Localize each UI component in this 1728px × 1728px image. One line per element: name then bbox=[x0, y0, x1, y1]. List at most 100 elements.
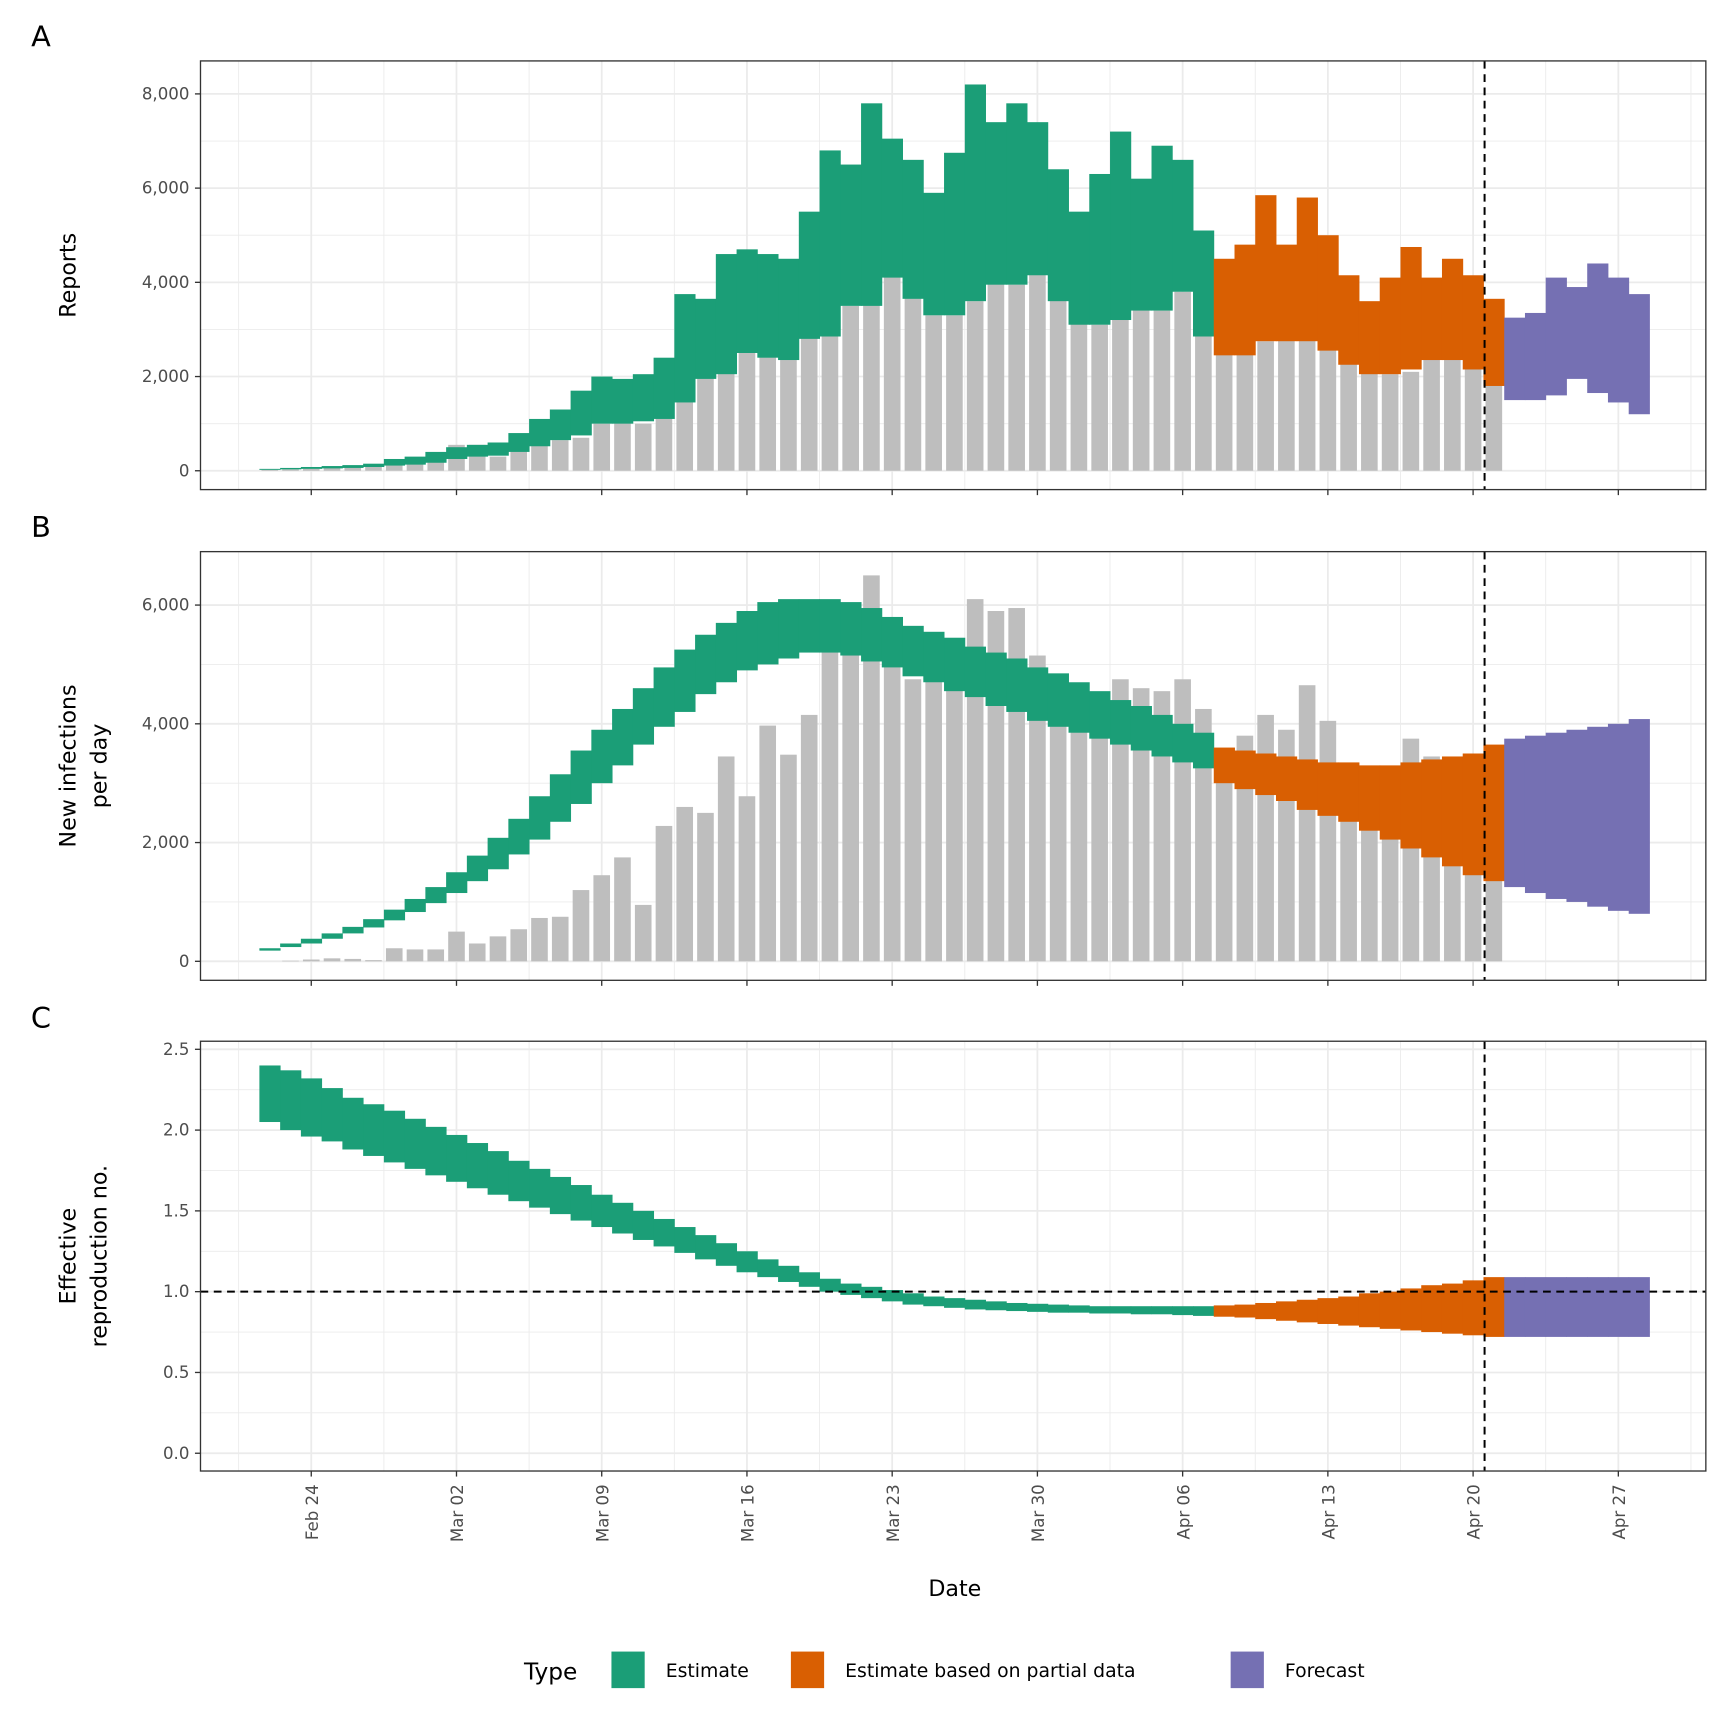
reported-bar bbox=[987, 258, 1005, 471]
reported-bar bbox=[1236, 735, 1254, 962]
estimate-band bbox=[508, 818, 530, 855]
estimate-band bbox=[1358, 1293, 1381, 1328]
estimate-band bbox=[259, 948, 281, 951]
estimate-band bbox=[1027, 1303, 1049, 1312]
estimate-band bbox=[715, 622, 738, 683]
reported-bar bbox=[717, 352, 735, 471]
panel-letter: A bbox=[31, 20, 51, 54]
estimate-band bbox=[1504, 738, 1526, 888]
estimate-band bbox=[1566, 729, 1588, 902]
reported-bar bbox=[1153, 310, 1171, 471]
reported-bar bbox=[759, 725, 777, 962]
reported-bar bbox=[800, 336, 818, 471]
estimate-band bbox=[342, 1097, 364, 1150]
reported-bar bbox=[323, 467, 341, 471]
estimate-band bbox=[757, 602, 779, 665]
reported-bar bbox=[1257, 341, 1274, 471]
reported-bar bbox=[780, 754, 797, 962]
reported-bar bbox=[282, 469, 299, 471]
estimate-band bbox=[1068, 682, 1090, 733]
estimate-band bbox=[1421, 1285, 1443, 1333]
estimate-band bbox=[1234, 750, 1256, 790]
estimate-band bbox=[881, 1290, 903, 1302]
reported-bar bbox=[1174, 291, 1191, 471]
estimate-band bbox=[861, 608, 883, 662]
estimate-band bbox=[944, 1298, 966, 1308]
estimate-band bbox=[1296, 1299, 1318, 1323]
estimate-band bbox=[1524, 1277, 1547, 1337]
estimate-band bbox=[1607, 277, 1630, 403]
reported-bar bbox=[1195, 708, 1212, 962]
estimate-band bbox=[1462, 753, 1484, 876]
legend-title: Type bbox=[523, 1658, 577, 1685]
reported-bar bbox=[572, 890, 590, 962]
estimate-band bbox=[1276, 756, 1298, 801]
reported-bar bbox=[531, 917, 548, 962]
estimate-band bbox=[383, 1110, 406, 1163]
estimate-band bbox=[985, 652, 1007, 707]
estimate-band bbox=[1193, 230, 1215, 337]
reported-bar bbox=[282, 960, 299, 962]
reported-bar bbox=[1070, 298, 1088, 471]
x-tick-label: Mar 16 bbox=[739, 1484, 758, 1542]
reported-bar bbox=[1257, 714, 1274, 962]
estimate-band bbox=[1338, 1296, 1360, 1326]
y-tick-label: 1.0 bbox=[163, 1282, 189, 1301]
estimate-band bbox=[508, 1160, 530, 1202]
reported-bar bbox=[1112, 320, 1129, 471]
estimate-band bbox=[446, 1134, 468, 1182]
estimate-band bbox=[653, 667, 675, 727]
estimate-band bbox=[964, 1299, 986, 1310]
reported-bar bbox=[261, 469, 279, 471]
estimate-band bbox=[1441, 1283, 1464, 1334]
estimate-band bbox=[632, 688, 655, 745]
estimate-band bbox=[674, 1227, 696, 1253]
estimate-band bbox=[1047, 169, 1069, 302]
estimate-band bbox=[259, 468, 281, 470]
estimate-band bbox=[363, 463, 385, 467]
estimate-band bbox=[1441, 756, 1464, 867]
estimate-band bbox=[1110, 700, 1132, 745]
estimate-band bbox=[1213, 258, 1235, 356]
y-tick-label: 6,000 bbox=[142, 596, 190, 615]
reported-bar bbox=[1070, 729, 1088, 962]
reported-bar bbox=[406, 949, 424, 962]
estimate-band bbox=[881, 138, 903, 278]
reported-bar bbox=[883, 628, 901, 962]
x-tick-label: Mar 02 bbox=[448, 1484, 467, 1542]
estimate-band bbox=[487, 1151, 509, 1195]
estimate-band bbox=[612, 378, 634, 424]
reported-bar bbox=[614, 421, 631, 471]
reported-bar bbox=[904, 679, 922, 962]
estimate-band bbox=[1172, 723, 1194, 763]
reported-bar bbox=[406, 463, 424, 471]
reported-bar bbox=[1174, 679, 1191, 962]
estimate-band bbox=[1317, 235, 1339, 351]
estimate-band bbox=[1400, 762, 1422, 849]
estimate-band bbox=[404, 1118, 426, 1169]
estimate-band bbox=[1027, 122, 1049, 276]
estimate-band bbox=[446, 447, 468, 459]
y-tick-label: 4,000 bbox=[142, 273, 190, 292]
reported-bar bbox=[427, 461, 445, 471]
estimate-band bbox=[1151, 1306, 1173, 1315]
reported-bar bbox=[365, 466, 382, 471]
estimate-band bbox=[1628, 294, 1650, 415]
reported-bar bbox=[510, 929, 528, 962]
estimate-band bbox=[1545, 732, 1567, 899]
reported-bar bbox=[1153, 691, 1171, 962]
estimate-band bbox=[1213, 1305, 1235, 1317]
estimate-band bbox=[1213, 747, 1235, 784]
estimate-band bbox=[1047, 1304, 1069, 1313]
estimate-band bbox=[1193, 1306, 1215, 1316]
estimate-band bbox=[1068, 1305, 1090, 1313]
estimate-band bbox=[1358, 301, 1381, 375]
estimate-band bbox=[549, 409, 572, 441]
estimate-band bbox=[1006, 658, 1028, 712]
legend-label: Estimate bbox=[666, 1661, 749, 1682]
estimate-band bbox=[1151, 145, 1173, 311]
estimate-band bbox=[1545, 1277, 1567, 1337]
reported-bar bbox=[655, 402, 673, 471]
y-tick-label: 2.0 bbox=[163, 1121, 189, 1140]
